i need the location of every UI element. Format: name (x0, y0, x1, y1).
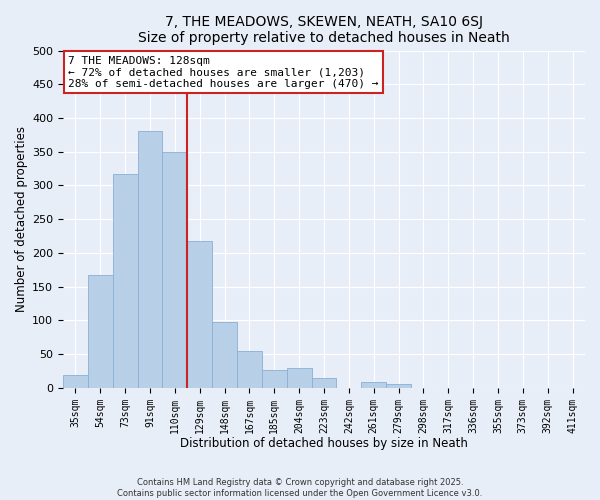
Bar (137, 132, 163, 388)
Bar (63, 375, 88, 388)
Bar (163, 152, 187, 388)
Y-axis label: Number of detached properties: Number of detached properties (15, 126, 28, 312)
X-axis label: Distribution of detached houses by size in Neath: Distribution of detached houses by size … (180, 437, 468, 450)
Bar (237, 352, 262, 388)
Text: Contains HM Land Registry data © Crown copyright and database right 2025.
Contai: Contains HM Land Registry data © Crown c… (118, 478, 482, 498)
Bar (187, 242, 212, 388)
Bar (386, 384, 411, 388)
Bar (311, 378, 337, 388)
Bar (88, 275, 113, 388)
Bar (361, 382, 386, 388)
Text: 7 THE MEADOWS: 128sqm
← 72% of detached houses are smaller (1,203)
28% of semi-d: 7 THE MEADOWS: 128sqm ← 72% of detached … (68, 56, 379, 89)
Bar (113, 174, 137, 388)
Bar (287, 368, 311, 388)
Title: 7, THE MEADOWS, SKEWEN, NEATH, SA10 6SJ
Size of property relative to detached ho: 7, THE MEADOWS, SKEWEN, NEATH, SA10 6SJ … (138, 15, 510, 45)
Bar (212, 322, 237, 388)
Bar (262, 370, 287, 388)
